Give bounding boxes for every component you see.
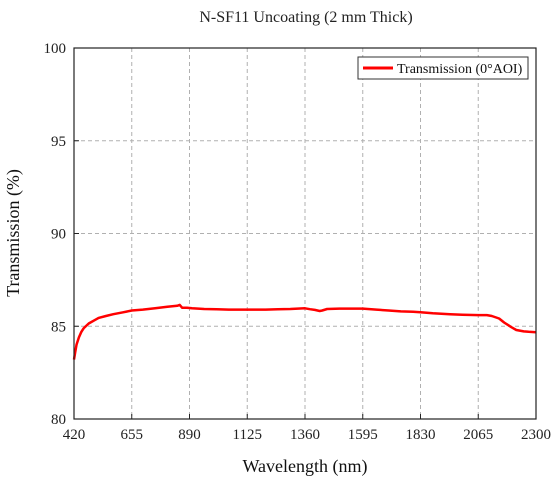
y-tick-label: 100 — [44, 41, 67, 57]
x-tick-label: 1360 — [290, 427, 320, 443]
x-tick-label: 655 — [121, 427, 144, 443]
axis-ticks: 420 655 890 1125 1360 1595 1830 2065 2300 80 85 90 9… — [44, 41, 552, 443]
series-line-transmission — [72, 303, 537, 360]
x-tick-label: 1595 — [348, 427, 378, 443]
x-axis-title: Wavelength (nm) — [242, 456, 367, 477]
chart-title: N-SF11 Uncoating (2 mm Thick) — [199, 9, 412, 26]
legend-label: Transmission (0°AOI) — [397, 62, 523, 77]
x-tick-label: 1830 — [406, 427, 436, 443]
x-tick-label: 420 — [63, 427, 86, 443]
series-layer — [72, 303, 537, 360]
y-tick-label: 95 — [51, 134, 66, 150]
x-tick-label: 1125 — [233, 427, 262, 443]
y-tick-label: 85 — [51, 319, 66, 335]
x-tick-label: 890 — [178, 427, 201, 443]
y-axis-title: Transmission (%) — [3, 169, 24, 297]
y-tick-label: 90 — [51, 227, 66, 243]
gridlines — [74, 48, 536, 419]
x-tick-label: 2300 — [521, 427, 551, 443]
legend-box — [357, 56, 529, 80]
legend: Transmission (0°AOI) — [357, 56, 529, 80]
x-tick-label: 2065 — [463, 427, 493, 443]
y-tick-label: 80 — [51, 412, 66, 428]
